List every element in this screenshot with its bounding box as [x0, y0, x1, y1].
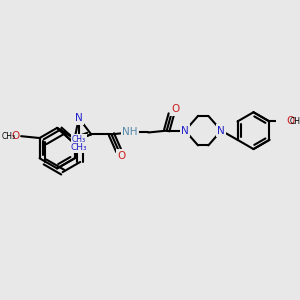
Text: O: O: [172, 104, 180, 115]
Text: N: N: [181, 126, 189, 136]
Text: CH₃: CH₃: [72, 135, 86, 144]
Text: O: O: [11, 131, 19, 141]
Text: O: O: [286, 116, 294, 126]
Text: N: N: [75, 113, 83, 123]
Text: O: O: [117, 151, 126, 160]
Text: N: N: [218, 126, 225, 136]
Text: CH₃: CH₃: [290, 117, 300, 126]
Text: N: N: [75, 113, 83, 123]
Text: CH₃: CH₃: [1, 132, 15, 141]
Text: NH: NH: [122, 127, 138, 136]
Text: CH₃: CH₃: [70, 143, 87, 152]
